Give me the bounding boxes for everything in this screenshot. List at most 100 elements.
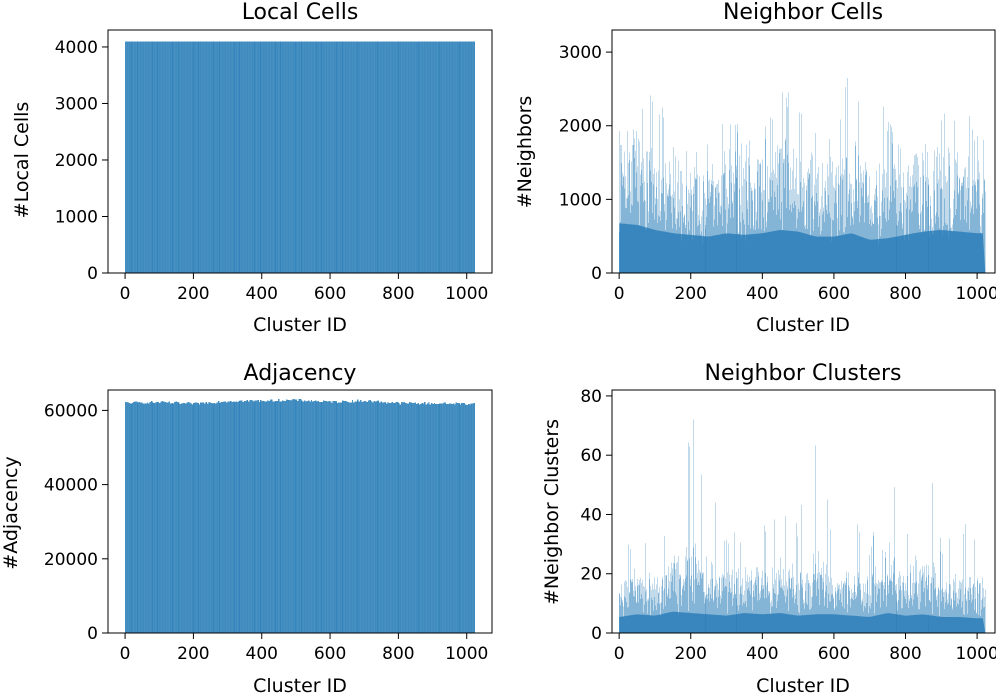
bar bbox=[313, 41, 315, 273]
bar bbox=[269, 399, 272, 633]
bar bbox=[355, 41, 358, 273]
bar bbox=[124, 402, 127, 633]
bar bbox=[450, 403, 452, 633]
bar bbox=[321, 402, 324, 633]
bar bbox=[265, 401, 268, 633]
y-tick-label: 0 bbox=[591, 264, 602, 284]
bar bbox=[456, 402, 459, 633]
bar bbox=[355, 401, 358, 633]
bar bbox=[409, 41, 411, 273]
bar bbox=[398, 41, 400, 273]
bar bbox=[377, 41, 380, 273]
bar bbox=[170, 403, 172, 633]
bar bbox=[435, 41, 437, 273]
bar bbox=[328, 400, 330, 633]
bar bbox=[183, 41, 186, 273]
bar bbox=[405, 41, 407, 273]
bar bbox=[232, 41, 235, 273]
x-tick-label: 800 bbox=[382, 284, 414, 304]
bar bbox=[440, 41, 442, 273]
bar bbox=[135, 401, 138, 633]
bar bbox=[130, 403, 132, 633]
bar bbox=[247, 41, 250, 273]
bar bbox=[179, 41, 181, 273]
bar bbox=[253, 41, 255, 273]
bar bbox=[208, 41, 210, 273]
bar bbox=[306, 400, 309, 633]
bar bbox=[421, 403, 423, 633]
bar bbox=[220, 402, 222, 633]
bar bbox=[376, 400, 378, 633]
bar bbox=[217, 401, 220, 633]
x-tick-label: 600 bbox=[818, 644, 850, 664]
bar bbox=[473, 41, 475, 273]
bar bbox=[209, 402, 212, 633]
bar bbox=[150, 41, 153, 273]
bar bbox=[422, 41, 425, 273]
bar bbox=[238, 41, 240, 273]
bar bbox=[473, 403, 475, 633]
bar bbox=[202, 41, 205, 273]
bar bbox=[332, 41, 335, 273]
bar bbox=[377, 400, 380, 633]
bar bbox=[197, 41, 199, 273]
bar bbox=[314, 400, 317, 633]
bar bbox=[288, 399, 291, 633]
bar bbox=[332, 400, 335, 633]
plot-frame bbox=[611, 29, 996, 274]
bar bbox=[276, 400, 279, 633]
bar bbox=[385, 41, 388, 273]
bar bbox=[436, 403, 438, 633]
x-tick-label: 0 bbox=[614, 644, 625, 664]
bar bbox=[141, 41, 143, 273]
bar bbox=[290, 41, 292, 273]
bar bbox=[165, 402, 168, 633]
bar bbox=[385, 403, 388, 633]
bar bbox=[426, 403, 429, 633]
bar bbox=[338, 402, 340, 633]
bar bbox=[212, 41, 214, 273]
bar bbox=[170, 41, 172, 273]
bar bbox=[317, 400, 320, 633]
bar bbox=[215, 403, 217, 633]
bar bbox=[426, 41, 429, 273]
bar bbox=[264, 401, 266, 633]
bar bbox=[250, 41, 253, 273]
bar bbox=[415, 403, 418, 633]
bar bbox=[312, 41, 314, 273]
bar bbox=[314, 41, 317, 273]
bar bbox=[418, 404, 421, 633]
bar bbox=[161, 401, 164, 633]
bar bbox=[424, 41, 426, 273]
bar bbox=[129, 402, 131, 633]
bar bbox=[443, 41, 445, 273]
bar bbox=[411, 403, 414, 633]
bar bbox=[250, 400, 253, 633]
bar bbox=[209, 41, 212, 273]
bar bbox=[306, 41, 309, 273]
bar bbox=[354, 401, 356, 633]
bar bbox=[138, 402, 140, 633]
bar bbox=[336, 41, 339, 273]
bar bbox=[201, 402, 203, 633]
x-tick-label: 0 bbox=[120, 644, 131, 664]
y-tick-label: 20 bbox=[580, 565, 602, 585]
bar bbox=[201, 41, 203, 273]
bar bbox=[388, 41, 391, 273]
bar bbox=[446, 404, 448, 633]
bar bbox=[387, 402, 389, 633]
bar bbox=[312, 401, 314, 633]
bar bbox=[261, 41, 263, 273]
bar bbox=[308, 41, 310, 273]
bar bbox=[329, 41, 332, 273]
bar bbox=[407, 403, 410, 633]
bar bbox=[353, 402, 355, 633]
bar bbox=[197, 403, 199, 633]
bar bbox=[361, 41, 363, 273]
bar bbox=[396, 402, 399, 633]
bar bbox=[195, 41, 198, 273]
bar bbox=[239, 400, 242, 633]
bar bbox=[202, 402, 205, 633]
bar bbox=[258, 401, 261, 633]
bar bbox=[268, 400, 270, 633]
